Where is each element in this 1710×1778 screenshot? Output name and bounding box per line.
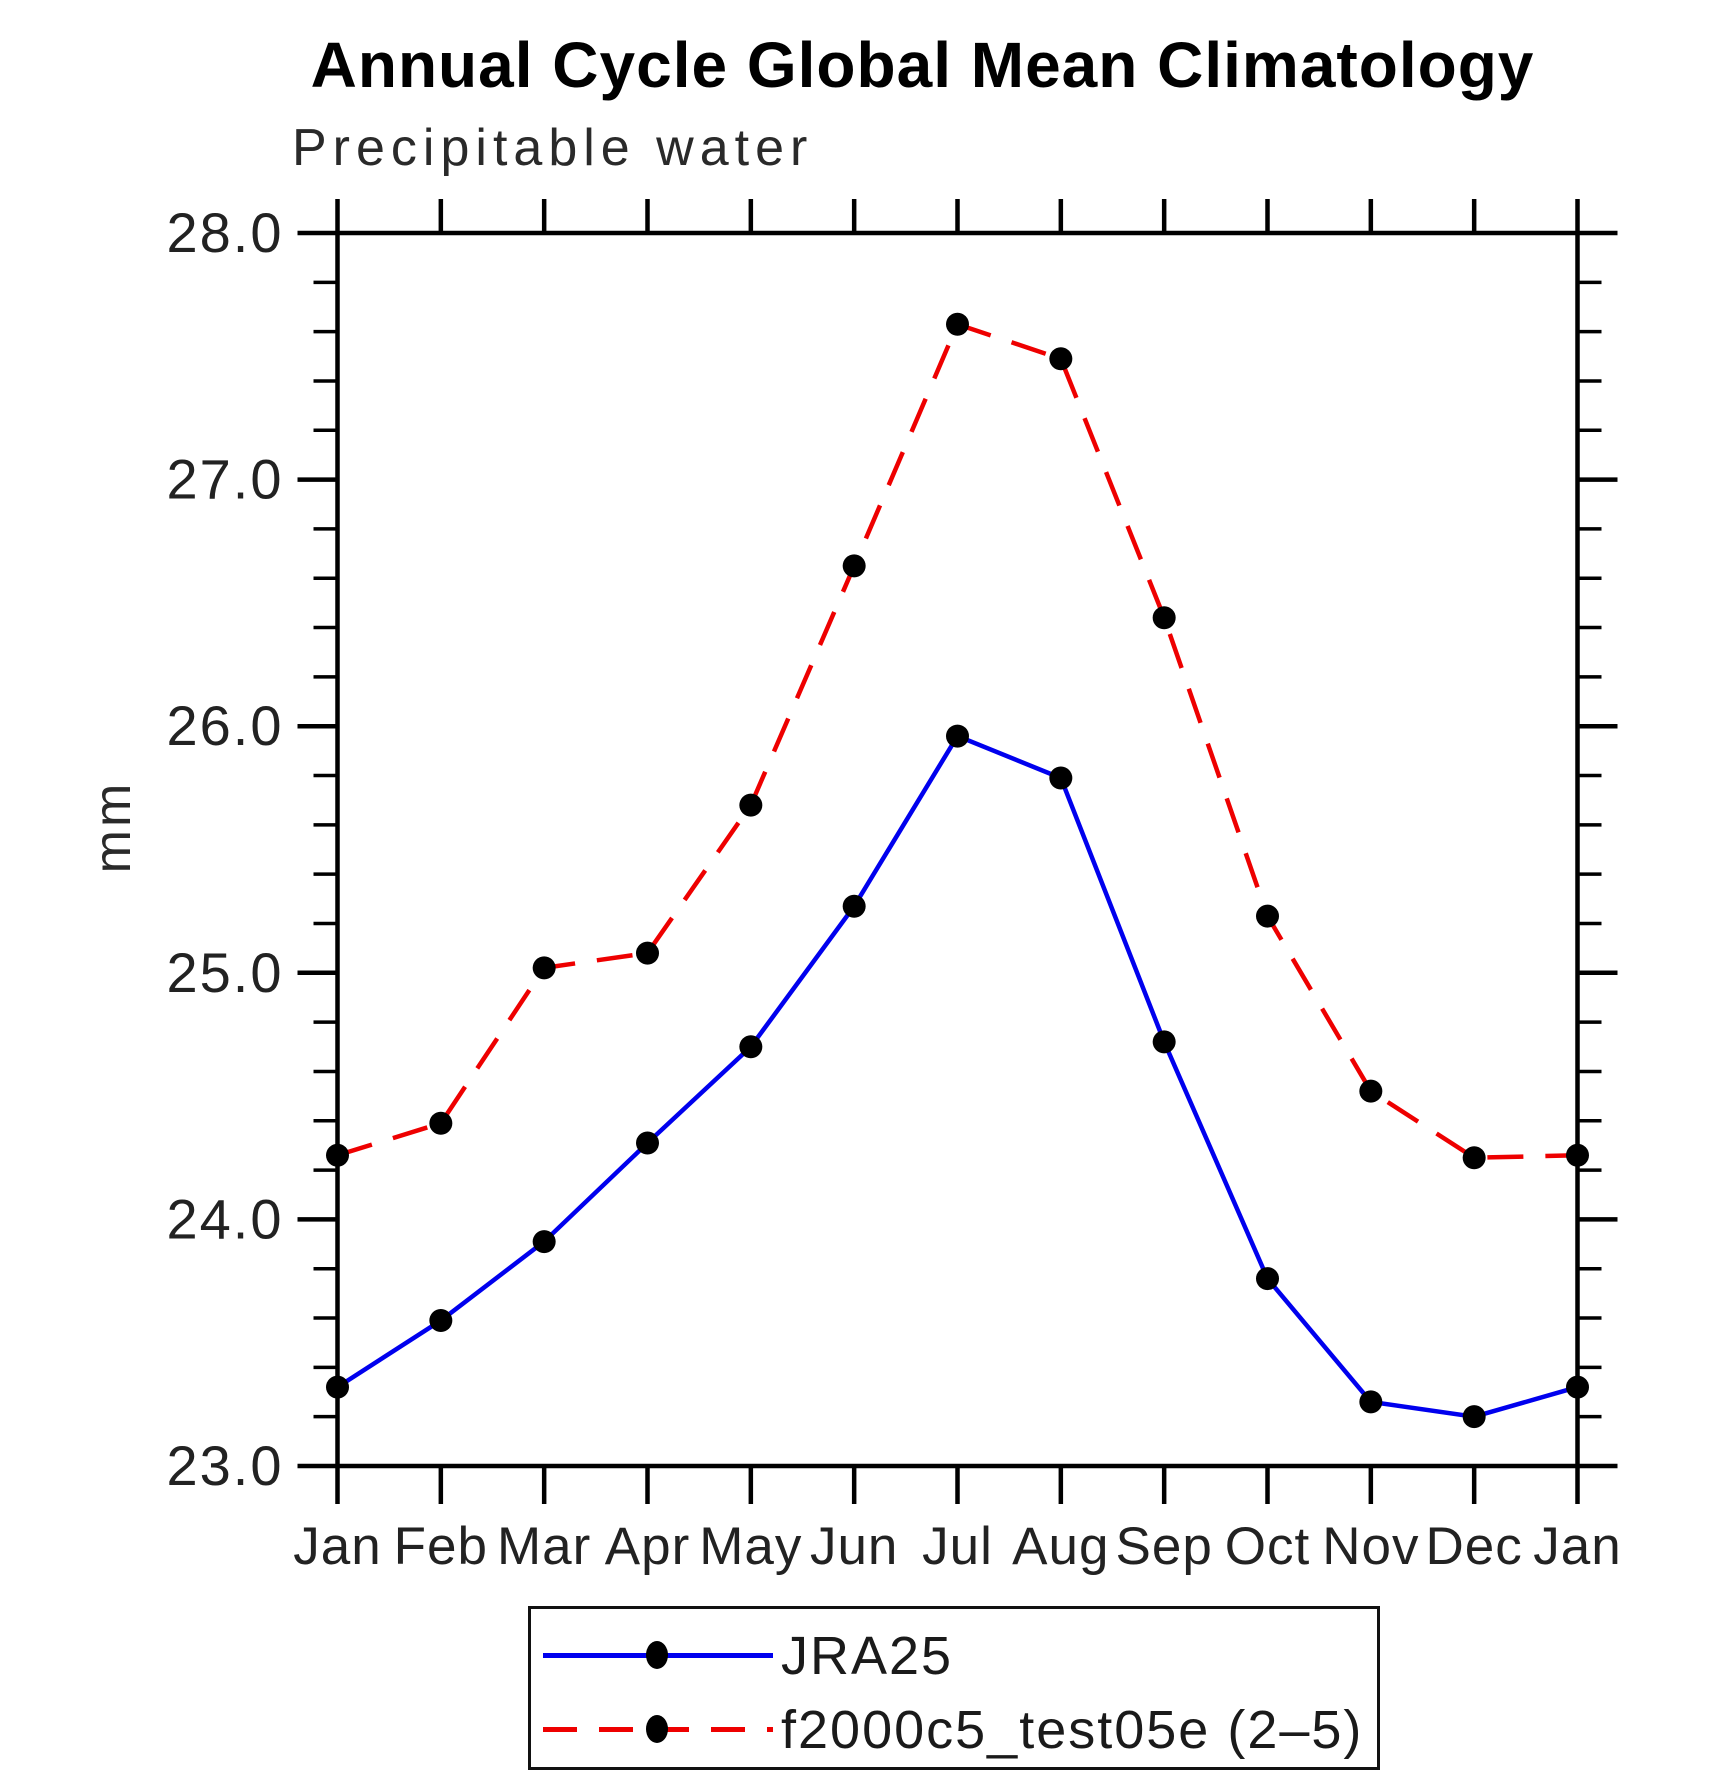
data-point-marker xyxy=(326,1143,349,1167)
chart-subtitle: Precipitable water xyxy=(292,119,814,177)
y-tick-label: 27.0 xyxy=(167,448,284,511)
x-tick-label: Aug xyxy=(1012,1517,1109,1576)
x-tick-label: Jun xyxy=(810,1517,898,1576)
data-point-marker xyxy=(1152,1030,1176,1054)
x-tick-label: Dec xyxy=(1426,1517,1523,1576)
data-point-marker xyxy=(1359,1390,1383,1414)
x-tick-label: Jan xyxy=(293,1517,381,1576)
x-tick-label: Jan xyxy=(1533,1517,1621,1576)
data-point-marker xyxy=(532,1230,556,1254)
legend: JRA25 f2000c5_test05e (2–5) xyxy=(528,1606,1380,1770)
legend-marker-icon xyxy=(646,1715,668,1743)
y-tick-label: 25.0 xyxy=(167,941,284,1004)
data-point-marker xyxy=(1049,766,1073,790)
data-point-marker xyxy=(739,793,763,817)
x-tick-label: Sep xyxy=(1116,1517,1213,1576)
legend-marker-icon xyxy=(646,1641,668,1669)
data-point-marker xyxy=(842,554,866,578)
y-tick-label: 24.0 xyxy=(167,1187,284,1250)
data-point-marker xyxy=(429,1309,453,1333)
x-tick-label: Jul xyxy=(922,1517,993,1576)
data-point-marker xyxy=(842,894,866,918)
data-point-marker xyxy=(1566,1143,1589,1167)
data-point-marker xyxy=(739,1035,763,1059)
data-point-marker xyxy=(1049,347,1073,371)
data-point-marker xyxy=(1152,606,1176,630)
x-tick-label: Feb xyxy=(394,1517,488,1576)
data-point-marker xyxy=(429,1111,453,1135)
data-point-marker xyxy=(636,941,659,965)
legend-label: JRA25 xyxy=(781,1626,954,1686)
x-tick-label: Mar xyxy=(497,1517,591,1576)
legend-label: f2000c5_test05e (2–5) xyxy=(781,1700,1364,1760)
plot-frame xyxy=(335,230,1580,1469)
data-point-marker xyxy=(1566,1375,1589,1399)
data-point-marker xyxy=(946,724,969,748)
y-tick-label: 28.0 xyxy=(167,201,284,264)
data-point-marker xyxy=(1359,1079,1383,1103)
chart-title: Annual Cycle Global Mean Climatology xyxy=(310,29,1535,101)
x-tick-label: Oct xyxy=(1225,1517,1310,1576)
x-tick-label: May xyxy=(699,1517,802,1576)
data-point-marker xyxy=(326,1375,349,1399)
data-point-marker xyxy=(946,312,969,336)
y-tick-label: 26.0 xyxy=(167,694,284,757)
y-tick-label: 23.0 xyxy=(167,1434,284,1497)
x-tick-label: Nov xyxy=(1322,1517,1419,1576)
series-line-jra25 xyxy=(336,733,1579,1419)
x-tick-label: Apr xyxy=(605,1517,690,1576)
data-point-marker xyxy=(1256,904,1279,928)
data-point-marker xyxy=(532,956,556,980)
data-point-marker xyxy=(1462,1405,1486,1429)
data-point-marker xyxy=(1462,1146,1486,1170)
data-point-marker xyxy=(1256,1267,1279,1291)
data-point-marker xyxy=(636,1131,659,1155)
